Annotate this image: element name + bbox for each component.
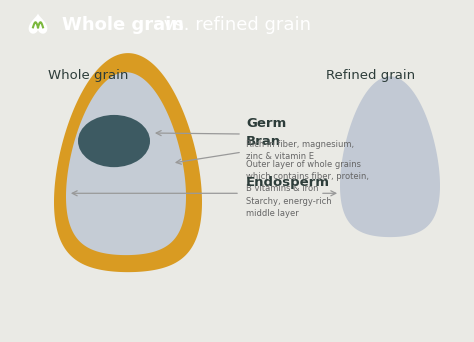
Ellipse shape xyxy=(78,115,150,167)
Text: Rich in fiber, magnesium,
zinc & vitamin E: Rich in fiber, magnesium, zinc & vitamin… xyxy=(246,140,354,161)
Text: Starchy, energy-rich
middle layer: Starchy, energy-rich middle layer xyxy=(246,197,332,219)
Text: Refined grain: Refined grain xyxy=(326,69,415,82)
Text: Endosperm: Endosperm xyxy=(246,176,330,189)
Polygon shape xyxy=(340,76,440,237)
Polygon shape xyxy=(28,13,47,34)
Text: vs. refined grain: vs. refined grain xyxy=(158,16,311,34)
Polygon shape xyxy=(66,72,186,255)
Text: Outer layer of whole grains
which contains fiber, protein,
B vitamins & iron: Outer layer of whole grains which contai… xyxy=(246,160,369,194)
Text: Bran: Bran xyxy=(246,135,281,148)
Text: Germ: Germ xyxy=(246,117,286,130)
Text: Whole grain: Whole grain xyxy=(48,69,128,82)
Text: Whole grain: Whole grain xyxy=(62,16,184,34)
Polygon shape xyxy=(54,53,202,272)
